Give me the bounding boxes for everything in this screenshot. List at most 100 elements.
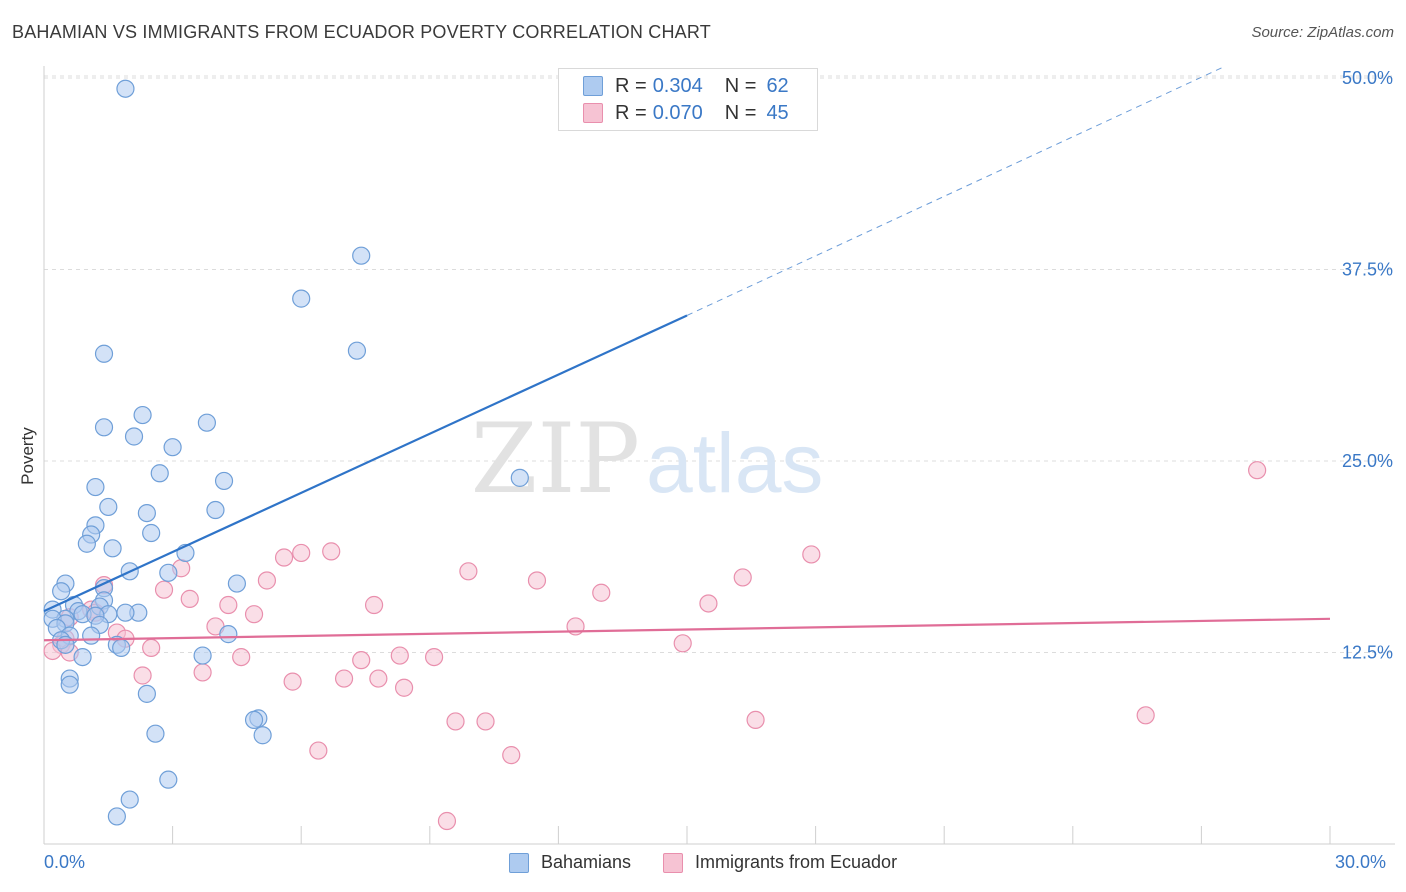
bahamian-point	[120, 790, 139, 809]
bahamian-point	[292, 289, 311, 308]
legend-n-value: 62	[766, 74, 789, 97]
ecuador-point	[232, 647, 251, 667]
bahamian-point	[137, 684, 156, 703]
bahamian-point	[99, 497, 118, 517]
legend-swatch-pink	[663, 852, 683, 873]
bahamian-point	[82, 626, 101, 645]
watermark: ZIP atlas	[471, 403, 824, 515]
ecuador-point	[309, 741, 328, 760]
bahamian-point	[94, 418, 114, 437]
bahamian-point	[73, 647, 92, 667]
ecuador-point	[364, 595, 384, 615]
bahamian-point	[86, 477, 105, 497]
legend-item-bahamians[interactable]: Bahamians	[508, 852, 631, 873]
legend-row-ecuador: R = 0.070 N = 45	[583, 100, 789, 126]
series-bahamians-points	[43, 79, 529, 826]
ecuador-point	[733, 568, 752, 587]
legend-r-value: 0.070	[652, 101, 703, 124]
ecuador-point	[180, 589, 199, 608]
ecuador-point	[352, 651, 371, 670]
ecuador-point	[283, 672, 302, 691]
ecuador-point	[274, 548, 294, 567]
bahamian-point	[347, 341, 367, 360]
ecuador-point	[746, 710, 765, 730]
bahamian-point	[112, 638, 131, 658]
y-tick-labels: 12.5% 25.0% 37.5% 50.0%	[1342, 68, 1393, 663]
chart-source: Source: ZipAtlas.com	[1251, 24, 1394, 41]
bahamian-point	[244, 710, 264, 730]
ecuador-point	[446, 712, 465, 731]
ecuador-point	[244, 605, 264, 624]
bahamian-point	[94, 344, 114, 363]
watermark-atlas: atlas	[646, 416, 823, 510]
bahamian-point	[214, 471, 234, 491]
axes	[43, 66, 1395, 845]
bahamian-point	[227, 574, 246, 593]
series-ecuador-points	[43, 461, 1267, 831]
bahamian-point	[137, 503, 156, 523]
bahamians-trend-line	[43, 314, 688, 613]
ecuador-point	[476, 712, 495, 731]
legend-r-label: R =	[615, 101, 647, 124]
bahamian-point	[219, 625, 238, 644]
ecuador-point	[527, 571, 547, 590]
legend-label-bahamians: Bahamians	[540, 852, 631, 872]
y-tick-label: 37.5%	[1342, 260, 1393, 280]
ecuador-point	[292, 543, 311, 563]
chart-title: BAHAMIAN VS IMMIGRANTS FROM ECUADOR POVE…	[12, 22, 711, 42]
bahamian-point	[142, 523, 161, 543]
bahamian-point	[159, 563, 178, 582]
bahamian-point	[206, 500, 225, 520]
legend-item-ecuador[interactable]: Immigrants from Ecuador	[663, 852, 897, 873]
bahamian-point	[159, 770, 178, 789]
bahamian-point	[77, 534, 96, 553]
y-tick-label: 50.0%	[1342, 68, 1393, 88]
y-tick-label: 12.5%	[1342, 643, 1393, 663]
ecuador-trend-line	[43, 617, 1331, 642]
legend-label-ecuador: Immigrants from Ecuador	[695, 852, 898, 872]
legend-swatch-pink	[583, 103, 603, 123]
ecuador-point	[322, 542, 341, 561]
bahamian-point	[163, 438, 182, 457]
ecuador-point	[219, 595, 238, 615]
ecuador-point	[592, 583, 611, 602]
legend-r-label: R =	[615, 74, 647, 97]
bahamian-point	[103, 539, 122, 558]
y-tick-label: 25.0%	[1342, 451, 1393, 471]
ecuador-point	[424, 647, 444, 667]
bahamian-point	[116, 603, 135, 622]
legend-row-bahamians: R = 0.304 N = 62	[583, 73, 789, 99]
bahamian-point	[133, 405, 152, 425]
bahamian-point	[150, 464, 169, 483]
bahamian-point	[352, 246, 371, 265]
ecuador-point	[459, 562, 478, 581]
grid-lines	[44, 75, 1395, 653]
ecuador-point	[673, 634, 692, 653]
legend-n-label: N =	[724, 101, 757, 124]
legend-r-value: 0.304	[652, 74, 703, 97]
bahamian-point	[116, 79, 135, 98]
ecuador-point	[133, 666, 152, 685]
watermark-zip: ZIP	[471, 403, 640, 515]
legend-swatch-blue	[508, 852, 529, 873]
series-legend: Bahamians Immigrants from Ecuador	[0, 852, 1406, 873]
bahamian-point	[197, 413, 216, 432]
ecuador-point	[257, 571, 277, 590]
ecuador-point	[390, 646, 409, 665]
trend-lines	[43, 66, 1331, 642]
y-axis-label: Poverty	[18, 427, 37, 485]
bahamian-point	[52, 582, 71, 601]
x-tick-label-max: 30.0%	[1335, 852, 1387, 872]
ecuador-point	[1248, 461, 1267, 480]
legend-swatch-blue	[583, 76, 603, 96]
legend-n-label: N =	[724, 74, 757, 97]
bahamian-point	[253, 726, 272, 745]
ecuador-point	[802, 545, 821, 564]
ecuador-point	[437, 811, 457, 831]
ecuador-point	[334, 669, 354, 688]
bahamian-point	[510, 468, 529, 487]
bahamian-point	[124, 427, 144, 446]
bahamian-point	[193, 646, 212, 665]
bahamian-point	[60, 675, 79, 694]
